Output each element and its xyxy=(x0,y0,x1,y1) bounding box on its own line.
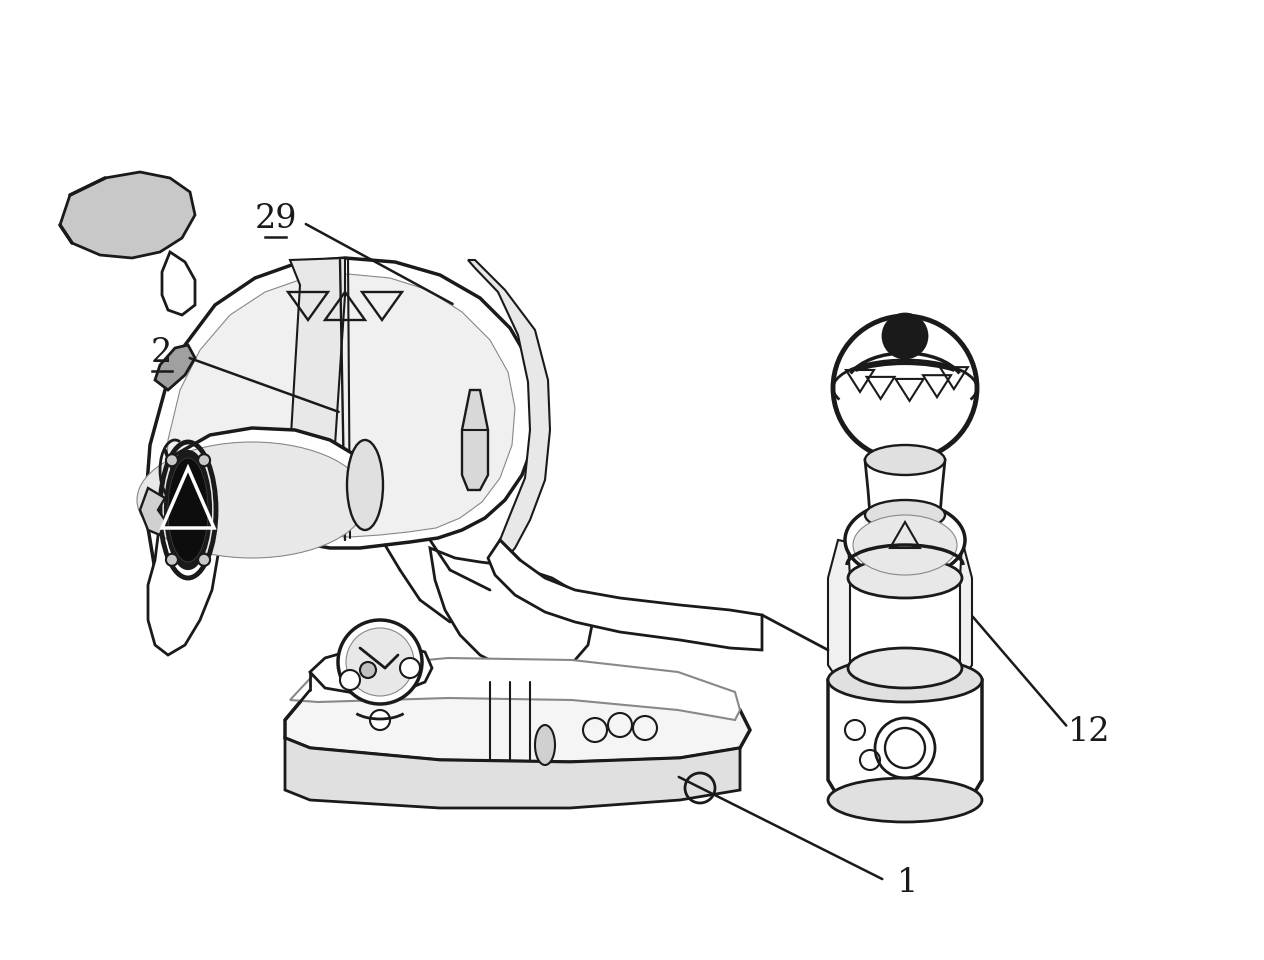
Circle shape xyxy=(166,454,178,467)
Polygon shape xyxy=(284,678,750,762)
Ellipse shape xyxy=(828,778,982,822)
Polygon shape xyxy=(289,658,739,720)
Polygon shape xyxy=(959,540,972,680)
Ellipse shape xyxy=(865,445,945,475)
Circle shape xyxy=(198,454,210,467)
Ellipse shape xyxy=(848,648,962,688)
Circle shape xyxy=(337,620,422,704)
Polygon shape xyxy=(865,460,945,515)
Polygon shape xyxy=(430,548,592,673)
Polygon shape xyxy=(488,540,762,650)
Ellipse shape xyxy=(828,658,982,702)
Circle shape xyxy=(346,628,415,696)
Ellipse shape xyxy=(348,440,383,530)
Polygon shape xyxy=(284,258,345,542)
Ellipse shape xyxy=(865,500,945,530)
Polygon shape xyxy=(140,488,166,535)
Ellipse shape xyxy=(535,725,555,765)
Polygon shape xyxy=(155,428,365,542)
Circle shape xyxy=(166,554,178,565)
Text: 1: 1 xyxy=(897,867,918,900)
Polygon shape xyxy=(162,252,195,315)
Ellipse shape xyxy=(166,452,210,568)
Polygon shape xyxy=(828,540,849,680)
Polygon shape xyxy=(828,680,982,800)
Circle shape xyxy=(884,314,927,358)
Polygon shape xyxy=(848,578,962,678)
Text: 12: 12 xyxy=(1068,715,1111,748)
Circle shape xyxy=(370,710,391,730)
Ellipse shape xyxy=(848,558,962,598)
Circle shape xyxy=(340,670,360,690)
Circle shape xyxy=(360,662,375,678)
Circle shape xyxy=(353,655,383,685)
Text: 2: 2 xyxy=(152,337,172,370)
Polygon shape xyxy=(284,738,739,808)
Circle shape xyxy=(833,316,977,460)
Circle shape xyxy=(885,728,925,768)
Polygon shape xyxy=(155,345,195,390)
Text: 29: 29 xyxy=(254,203,297,235)
Polygon shape xyxy=(59,172,195,258)
Ellipse shape xyxy=(137,442,367,558)
Polygon shape xyxy=(145,258,538,570)
Ellipse shape xyxy=(168,458,209,562)
Circle shape xyxy=(399,658,420,678)
Polygon shape xyxy=(310,645,432,694)
Polygon shape xyxy=(148,478,217,655)
Polygon shape xyxy=(468,260,550,560)
Polygon shape xyxy=(463,390,488,490)
Ellipse shape xyxy=(853,515,957,575)
Polygon shape xyxy=(166,274,514,555)
Circle shape xyxy=(198,554,210,565)
Ellipse shape xyxy=(846,502,964,578)
